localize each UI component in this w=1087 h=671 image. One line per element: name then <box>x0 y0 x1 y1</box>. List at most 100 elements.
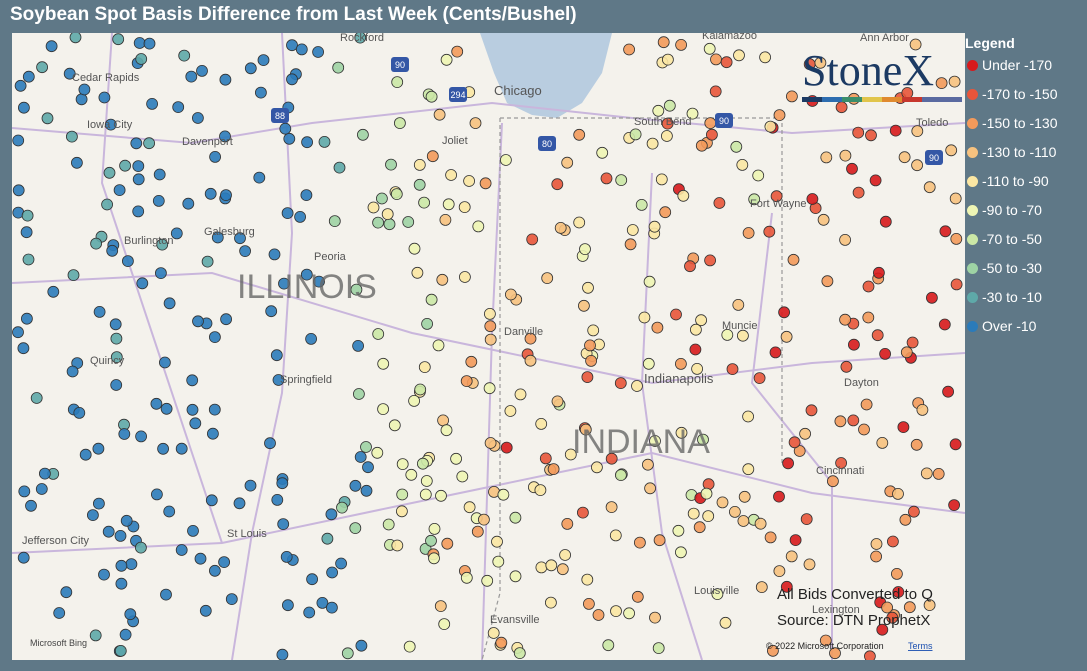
dot <box>892 487 904 500</box>
place-label: Muncie <box>722 320 757 332</box>
dot <box>879 215 892 228</box>
dot <box>736 158 749 171</box>
dot <box>935 77 948 89</box>
dot <box>710 53 722 66</box>
dot <box>689 343 702 356</box>
dot <box>17 101 30 114</box>
dot <box>286 39 298 52</box>
place-label: Lexington <box>812 604 860 616</box>
dot <box>675 426 688 439</box>
dot <box>306 573 319 586</box>
dot <box>253 171 266 184</box>
legend-item: -70 to -50 <box>965 231 1058 260</box>
dot <box>545 559 558 572</box>
dot <box>686 107 699 120</box>
place-label: Peoria <box>314 251 347 263</box>
map: ILLINOIS INDIANA Cedar Rapids Iowa City Dave… <box>12 33 965 660</box>
dot <box>160 402 173 415</box>
dot <box>948 75 961 88</box>
dot <box>17 551 30 564</box>
dot <box>143 137 156 150</box>
dot <box>839 233 851 246</box>
dot <box>437 414 450 427</box>
dot <box>582 281 594 294</box>
dot <box>631 380 643 392</box>
place-label: South Bend <box>634 116 692 128</box>
dot <box>156 238 169 251</box>
place-label: Iowa City <box>87 119 133 131</box>
dot <box>578 299 590 312</box>
place-label: St Louis <box>227 528 267 540</box>
dot <box>362 461 374 474</box>
legend-label: -90 to -70 <box>982 202 1042 218</box>
dot <box>22 253 35 266</box>
dot <box>860 398 873 411</box>
dot <box>286 73 298 86</box>
dot <box>897 421 910 434</box>
dot <box>113 184 126 197</box>
dot <box>211 231 224 244</box>
dot <box>704 254 716 267</box>
logo-bar <box>802 97 962 102</box>
dot <box>352 339 365 352</box>
dot <box>418 196 431 209</box>
dot <box>839 313 851 326</box>
dot <box>115 559 128 572</box>
legend-swatch <box>967 292 978 303</box>
dot <box>769 346 782 359</box>
dot <box>564 448 577 461</box>
dot <box>393 117 406 129</box>
dot <box>709 85 722 98</box>
dot <box>579 423 592 436</box>
dot <box>629 128 642 141</box>
dot <box>900 346 913 359</box>
dot <box>484 437 497 449</box>
dot <box>425 534 437 547</box>
dot <box>614 377 627 390</box>
dot <box>800 513 813 526</box>
dot <box>375 192 388 205</box>
dot <box>534 484 547 497</box>
place-label: Danville <box>504 326 543 338</box>
dot <box>662 53 674 66</box>
dot <box>408 394 421 407</box>
dot <box>759 51 771 64</box>
place-label: Quincy <box>90 355 125 367</box>
dot <box>276 477 289 490</box>
dot <box>581 573 594 586</box>
dot <box>110 379 123 391</box>
dot <box>509 570 522 583</box>
dot <box>413 178 426 191</box>
dot <box>898 151 911 164</box>
dot <box>949 192 962 205</box>
dot <box>208 331 221 344</box>
dot <box>695 139 708 152</box>
dot <box>675 357 687 370</box>
dot <box>635 198 648 211</box>
legend-label: Under -170 <box>982 57 1053 73</box>
dot <box>615 174 628 187</box>
dot <box>545 596 557 609</box>
legend-item: Under -170 <box>965 57 1058 86</box>
dot <box>157 442 170 455</box>
shield-label: 90 <box>719 116 729 126</box>
dot <box>653 534 666 547</box>
dot <box>428 522 441 535</box>
dot <box>294 210 307 223</box>
dot <box>160 588 172 601</box>
dot <box>332 61 345 74</box>
dot <box>119 159 131 172</box>
dot <box>864 650 876 660</box>
dot <box>254 86 267 99</box>
dot <box>949 438 962 451</box>
dot <box>158 356 171 369</box>
legend-swatch <box>967 263 978 274</box>
dot <box>411 266 424 279</box>
dot <box>460 375 473 388</box>
dot <box>911 125 924 137</box>
terms[interactable]: Terms <box>908 641 933 651</box>
place-label: Indianapolis <box>644 371 714 386</box>
dot <box>336 501 348 514</box>
dot <box>205 494 218 507</box>
dot <box>191 112 204 124</box>
